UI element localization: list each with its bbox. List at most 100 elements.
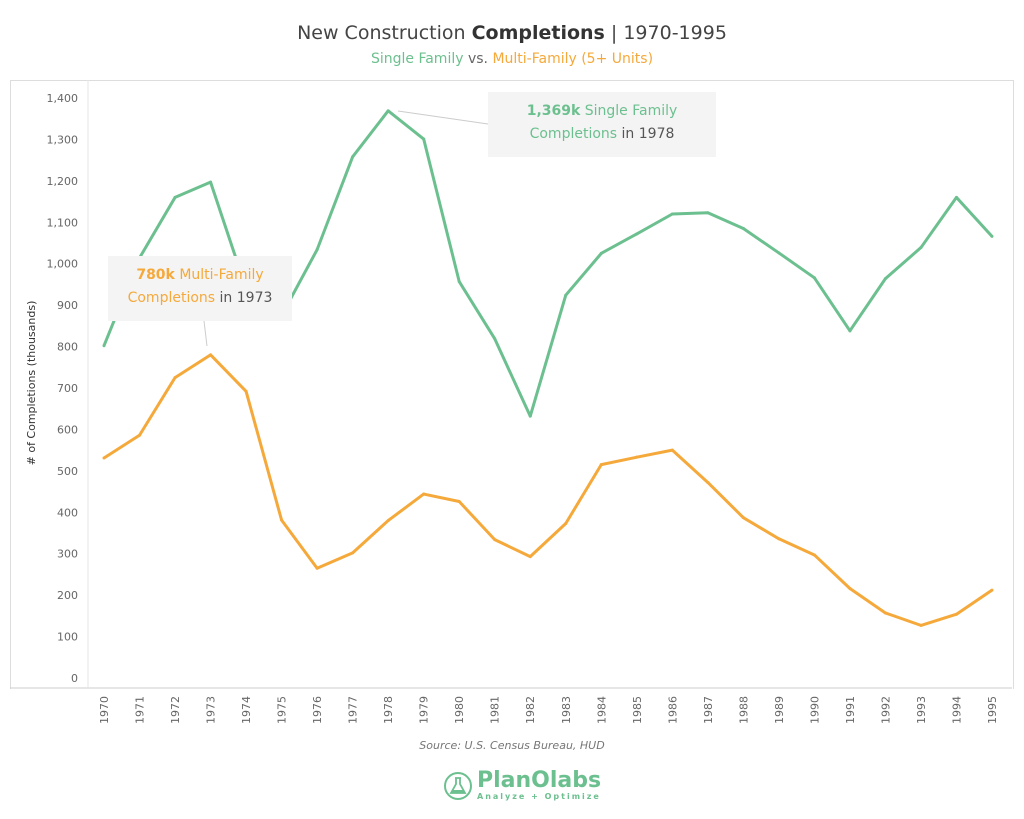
- data-point: [564, 521, 568, 525]
- data-point: [919, 623, 923, 627]
- data-point: [173, 376, 177, 380]
- x-tick-label: 1986: [666, 696, 679, 724]
- x-tick-label: 1990: [808, 696, 821, 724]
- data-point: [954, 195, 958, 199]
- data-point: [386, 519, 390, 523]
- x-tick-label: 1983: [560, 696, 573, 724]
- data-point: [670, 212, 674, 216]
- chart-frame: [10, 80, 1014, 689]
- y-tick-label: 1,400: [47, 92, 79, 105]
- series-line-multi-family: [103, 353, 993, 627]
- x-tick-label: 1974: [240, 696, 253, 724]
- data-point: [741, 516, 745, 520]
- data-point: [777, 251, 781, 255]
- data-point: [315, 566, 319, 570]
- x-tick-label: 1991: [844, 696, 857, 724]
- annotation-leader-single: [397, 110, 489, 125]
- data-point: [848, 587, 852, 591]
- data-point: [102, 344, 106, 348]
- data-point: [386, 109, 390, 113]
- annotation-multi-peak: 780k Multi-Family Completions in 1973: [108, 256, 292, 321]
- data-point: [138, 433, 142, 437]
- x-tick-label: 1972: [169, 696, 182, 724]
- y-tick-label: 300: [57, 548, 78, 561]
- data-point: [493, 337, 497, 341]
- x-tick-label: 1975: [276, 696, 289, 724]
- y-tick-label: 400: [57, 506, 78, 519]
- data-point: [919, 246, 923, 250]
- x-tick-label: 1995: [986, 696, 999, 724]
- y-tick-label: 1,100: [47, 216, 79, 229]
- data-point: [706, 480, 710, 484]
- x-tick-label: 1988: [737, 696, 750, 724]
- x-tick-label: 1979: [418, 696, 431, 724]
- data-point: [528, 555, 532, 559]
- data-point: [351, 551, 355, 555]
- data-point: [848, 329, 852, 333]
- y-tick-label: 1,000: [47, 258, 79, 271]
- x-tick-label: 1971: [134, 696, 147, 724]
- data-point: [209, 180, 213, 184]
- data-point: [173, 195, 177, 199]
- x-tick-label: 1982: [524, 696, 537, 724]
- x-tick-label: 1987: [702, 696, 715, 724]
- data-point: [777, 537, 781, 541]
- y-tick-label: 500: [57, 465, 78, 478]
- annotation-leader-multi: [203, 320, 208, 347]
- x-tick-label: 1970: [98, 696, 111, 724]
- x-tick-label: 1977: [347, 696, 360, 724]
- x-tick-label: 1985: [631, 696, 644, 724]
- x-tick-label: 1984: [595, 696, 608, 724]
- legend-multi: Multi-Family (5+ Units): [492, 51, 654, 67]
- data-point: [209, 353, 213, 357]
- data-point: [954, 612, 958, 616]
- data-point: [635, 455, 639, 459]
- y-tick-label: 600: [57, 423, 78, 436]
- planolabs-logo: PlanOlabs Analyze + Optimize: [443, 770, 601, 801]
- legend-single: Single Family: [370, 51, 464, 67]
- data-point: [883, 611, 887, 615]
- data-point: [741, 227, 745, 230]
- data-point: [457, 280, 461, 284]
- y-tick-label: 0: [71, 672, 78, 685]
- y-axis-label: # of Completions (thousands): [25, 301, 38, 466]
- data-point: [422, 492, 426, 496]
- data-point: [599, 251, 603, 255]
- data-point: [599, 463, 603, 467]
- data-point: [457, 500, 461, 504]
- y-tick-label: 100: [57, 631, 78, 644]
- data-point: [812, 553, 816, 557]
- y-tick-label: 1,200: [47, 175, 79, 188]
- x-tick-label: 1993: [915, 696, 928, 724]
- y-tick-label: 900: [57, 299, 78, 312]
- chart-subtitle: Single Family vs. Multi-Family (5+ Units…: [370, 51, 654, 67]
- y-tick-label: 1,300: [47, 133, 79, 146]
- data-point: [883, 277, 887, 281]
- data-point: [706, 211, 710, 215]
- data-point: [280, 518, 284, 522]
- data-point: [990, 588, 994, 592]
- y-tick-label: 800: [57, 341, 78, 354]
- x-tick-label: 1973: [205, 696, 218, 724]
- x-tick-label: 1992: [879, 696, 892, 724]
- x-tick-label: 1976: [311, 696, 324, 724]
- data-point: [990, 234, 994, 238]
- x-tick-label: 1980: [453, 696, 466, 724]
- x-tick-label: 1989: [773, 696, 786, 724]
- data-point: [528, 414, 532, 418]
- data-point: [244, 389, 248, 393]
- source-note: Source: U.S. Census Bureau, HUD: [419, 739, 605, 752]
- data-point: [493, 538, 497, 542]
- x-tick-label: 1981: [489, 696, 502, 724]
- flask-icon: [444, 771, 472, 800]
- data-point: [422, 137, 426, 141]
- annotation-single-peak: 1,369k Single Family Completions in 1978: [488, 92, 716, 157]
- data-point: [315, 248, 319, 252]
- x-tick-label: 1994: [950, 696, 963, 724]
- data-point: [670, 448, 674, 452]
- data-point: [635, 232, 639, 236]
- x-tick-label: 1978: [382, 696, 395, 724]
- data-point: [564, 293, 568, 297]
- data-point: [102, 456, 106, 460]
- y-tick-label: 200: [57, 589, 78, 602]
